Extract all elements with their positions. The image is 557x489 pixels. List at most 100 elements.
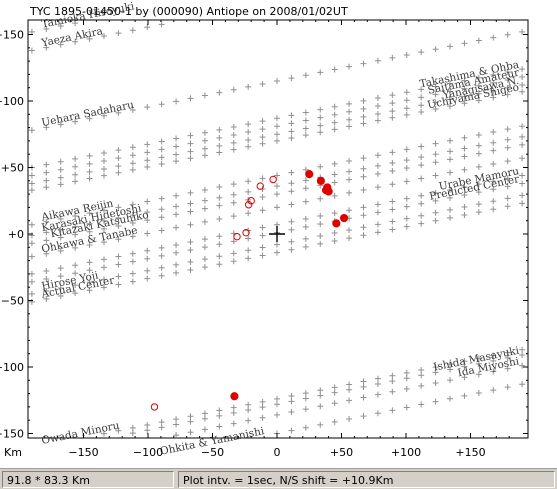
chord-point <box>403 375 410 382</box>
chord-point <box>144 149 151 156</box>
chord-point <box>331 230 338 237</box>
chord-point <box>461 100 468 107</box>
chord-point <box>447 43 454 50</box>
chord-point <box>447 169 454 176</box>
chord-point <box>216 261 223 268</box>
chord-point <box>115 204 122 211</box>
chord-point <box>374 229 381 236</box>
chord-point <box>72 171 79 178</box>
chord-point <box>259 80 266 87</box>
chord-point <box>346 176 353 183</box>
chord-point <box>100 150 107 157</box>
chord-point <box>360 413 367 420</box>
chord-point <box>173 192 180 199</box>
chord-point <box>418 108 425 115</box>
chord-point <box>519 346 526 353</box>
occultation-plot: TYC 1895-01450-1 by (000090) Antiope on … <box>0 0 529 459</box>
chord-point <box>100 32 107 39</box>
y-tick-label: −150 <box>0 428 24 441</box>
chord-point <box>519 352 526 359</box>
chord-point <box>72 231 79 238</box>
chord-point <box>115 109 122 116</box>
chord-point <box>72 38 79 45</box>
chord-point <box>288 128 295 135</box>
chord-point <box>259 224 266 231</box>
chord-point <box>317 403 324 410</box>
chord-point <box>288 112 295 119</box>
chord-point <box>432 364 439 371</box>
chord-point <box>158 252 165 259</box>
chord-point <box>418 162 425 169</box>
chord-point <box>173 158 180 165</box>
chord-point <box>129 27 136 34</box>
chord-point <box>490 186 497 193</box>
chord-point <box>201 244 208 251</box>
chord-point <box>317 240 324 247</box>
chord-point <box>158 419 165 426</box>
chord-point <box>302 235 309 242</box>
chord-point <box>259 404 266 411</box>
chord-point <box>461 358 468 365</box>
chord-point <box>173 151 180 158</box>
chord-point <box>447 366 454 373</box>
chord-point <box>288 135 295 142</box>
chord-point <box>418 200 425 207</box>
plot-frame <box>27 19 529 439</box>
chord-point <box>374 410 381 417</box>
chord-point <box>504 91 511 98</box>
chord-point <box>331 179 338 186</box>
chord-point <box>418 220 425 227</box>
chord-point <box>302 166 309 173</box>
chord-point <box>274 191 280 198</box>
chord-point <box>158 154 165 161</box>
chords-layer <box>28 20 526 439</box>
chord-point <box>504 158 511 165</box>
chord-point <box>461 93 468 100</box>
chord-point <box>230 181 237 188</box>
chord-point <box>115 261 122 268</box>
chord-point <box>115 281 122 288</box>
chord-point <box>360 212 367 219</box>
chord-point <box>57 181 64 188</box>
chord-point <box>230 404 237 411</box>
chord-point <box>346 158 353 165</box>
chord-6 <box>28 88 526 194</box>
chord-point <box>245 210 252 217</box>
chord-point <box>288 201 295 208</box>
chord-point <box>418 143 425 150</box>
chord-point <box>28 253 35 260</box>
chord-point <box>389 167 396 174</box>
chord-point <box>418 86 425 93</box>
event-point-open <box>242 228 250 237</box>
chord-point <box>86 220 93 227</box>
chord-point <box>403 157 410 164</box>
chord-point <box>86 228 93 235</box>
chord-point <box>403 51 410 58</box>
chord-point <box>374 375 381 382</box>
chord-point <box>115 169 122 176</box>
chord-point <box>432 189 439 196</box>
chord-point <box>216 184 223 191</box>
chord-point <box>129 258 136 265</box>
chord-point <box>201 264 208 271</box>
chord-point <box>475 389 482 396</box>
chord-point <box>504 384 511 391</box>
chord-point <box>129 106 136 113</box>
chord-point <box>201 92 208 99</box>
chord-point <box>475 142 482 149</box>
chord-point <box>158 146 165 153</box>
chord-point <box>144 267 151 274</box>
chord-point <box>389 149 396 156</box>
chord-point <box>432 159 439 166</box>
chord-4 <box>28 74 526 179</box>
chord-point <box>86 259 93 266</box>
chord-point <box>201 236 208 243</box>
x-tick-label: +150 <box>455 446 485 459</box>
chord-point <box>43 25 50 32</box>
chord-point <box>259 193 266 200</box>
chord-point <box>389 114 396 121</box>
chord-12 <box>28 180 526 285</box>
chord-point <box>57 226 64 233</box>
chord-point <box>317 129 324 136</box>
chord-point <box>245 401 252 408</box>
